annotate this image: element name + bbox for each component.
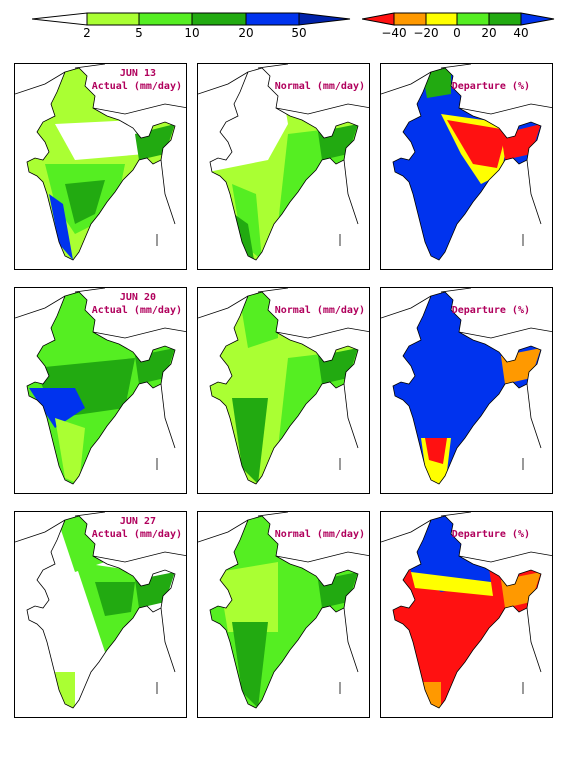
rain-tick-50: 50 bbox=[291, 26, 307, 40]
map-actual-jun13 bbox=[15, 64, 186, 261]
panel-actual-jun13: JUN 13 Actual (mm/day) bbox=[14, 63, 187, 270]
actual-label: Actual (mm/day) bbox=[91, 305, 182, 316]
map-normal-jun13 bbox=[198, 64, 369, 261]
normal-label: Normal (mm/day) bbox=[274, 305, 365, 316]
panel-departure-jun27: Departure (%) bbox=[380, 511, 553, 718]
rain-colorbar-strip bbox=[31, 12, 351, 26]
date-label: JUN 13 bbox=[119, 68, 156, 79]
dep-tick-0: 0 bbox=[453, 26, 461, 40]
map-departure-jun13 bbox=[381, 64, 552, 261]
dep-tick-20: 20 bbox=[481, 26, 497, 40]
date-label: JUN 20 bbox=[119, 292, 156, 303]
map-departure-jun27 bbox=[381, 512, 552, 709]
rain-tick-5: 5 bbox=[135, 26, 143, 40]
rain-tick-2: 2 bbox=[83, 26, 91, 40]
departure-label: Departure (%) bbox=[451, 305, 530, 316]
departure-label: Departure (%) bbox=[451, 81, 530, 92]
map-normal-jun20 bbox=[198, 288, 369, 485]
actual-label: Actual (mm/day) bbox=[91, 529, 182, 540]
normal-label: Normal (mm/day) bbox=[274, 81, 365, 92]
rain-tick-20: 20 bbox=[238, 26, 254, 40]
map-departure-jun20 bbox=[381, 288, 552, 485]
panel-normal-jun27: Normal (mm/day) bbox=[197, 511, 370, 718]
dep-tick-m20: −20 bbox=[413, 26, 439, 40]
normal-label: Normal (mm/day) bbox=[274, 529, 365, 540]
date-label: JUN 27 bbox=[119, 516, 156, 527]
panel-actual-jun27: JUN 27 Actual (mm/day) bbox=[14, 511, 187, 718]
rain-colorbar: 2 5 10 20 50 bbox=[31, 11, 352, 41]
panel-departure-jun20: Departure (%) bbox=[380, 287, 553, 494]
panel-normal-jun20: Normal (mm/day) bbox=[197, 287, 370, 494]
actual-label: Actual (mm/day) bbox=[91, 81, 182, 92]
map-normal-jun27 bbox=[198, 512, 369, 709]
rain-tick-10: 10 bbox=[184, 26, 200, 40]
panel-departure-jun13: Departure (%) bbox=[380, 63, 553, 270]
dep-tick-40: 40 bbox=[513, 26, 529, 40]
dep-tick-m40: −40 bbox=[381, 26, 407, 40]
departure-colorbar: −40 −20 0 20 40 bbox=[361, 11, 557, 41]
map-actual-jun27 bbox=[15, 512, 186, 709]
panel-normal-jun13: Normal (mm/day) bbox=[197, 63, 370, 270]
map-actual-jun20 bbox=[15, 288, 186, 485]
departure-label: Departure (%) bbox=[451, 529, 530, 540]
panel-actual-jun20: JUN 20 Actual (mm/day) bbox=[14, 287, 187, 494]
departure-colorbar-strip bbox=[361, 12, 555, 26]
